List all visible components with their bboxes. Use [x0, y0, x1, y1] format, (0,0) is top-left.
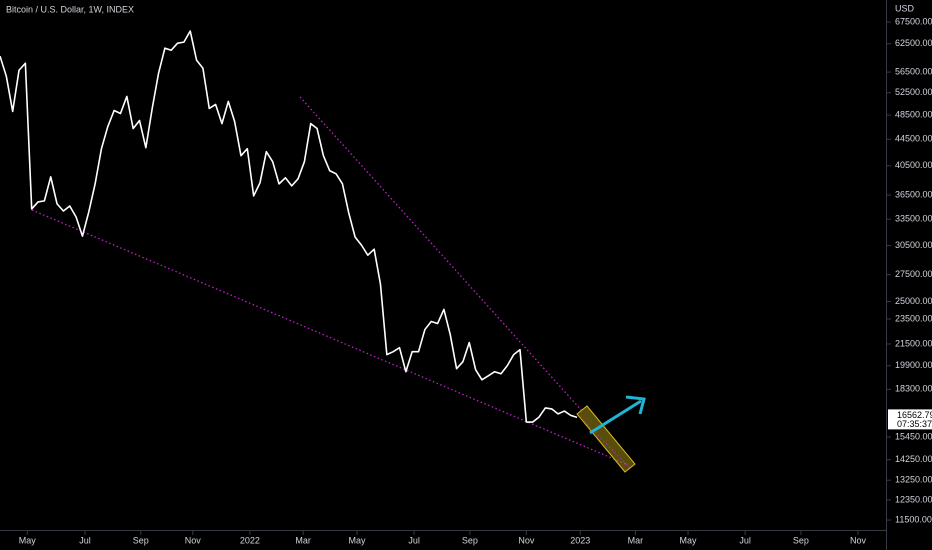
y-tick-label: 13250.00: [895, 475, 932, 485]
y-tick-label: 25000.00: [895, 296, 932, 306]
x-tick-label: 2023: [570, 535, 590, 545]
price-line: [0, 30, 578, 423]
y-tick-label: 67500.00: [895, 16, 932, 26]
x-tick-label: Sep: [462, 535, 478, 545]
x-tick-label: Jul: [739, 535, 751, 545]
y-tick-label: 12350.00: [895, 494, 932, 504]
y-tick-label: 21500.00: [895, 338, 932, 348]
x-tick-label: Sep: [133, 535, 149, 545]
y-tick-label: 19900.00: [895, 360, 932, 370]
arrow-head: [625, 395, 646, 415]
y-tick-label: 23500.00: [895, 313, 932, 323]
countdown-label: 07:35:37: [897, 419, 932, 429]
y-tick-label: 44500.00: [895, 134, 932, 144]
x-tick-label: May: [349, 535, 367, 545]
last-price-tag: [888, 409, 932, 430]
y-tick-label: 48500.00: [895, 109, 932, 119]
upper-trendline: [299, 96, 584, 413]
x-tick-label: Nov: [185, 535, 202, 545]
highlight-box: [576, 405, 636, 473]
x-tick-label: Nov: [518, 535, 535, 545]
y-tick-label: 18300.00: [895, 384, 932, 394]
y-tick-label: 14250.00: [895, 454, 932, 464]
x-tick-label: Jul: [408, 535, 420, 545]
x-tick-label: Jul: [79, 535, 91, 545]
last-price-label: 16562.79: [897, 410, 932, 420]
y-tick-label: 62500.00: [895, 38, 932, 48]
y-tick-label: 56500.00: [895, 66, 932, 76]
x-tick-label: Mar: [628, 535, 644, 545]
y-tick-label: 11500.00: [895, 514, 932, 524]
y-tick-label: 36500.00: [895, 189, 932, 199]
y-tick-label: 33500.00: [895, 214, 932, 224]
arrow-shaft: [589, 399, 642, 435]
x-tick-label: May: [680, 535, 698, 545]
y-tick-label: 27500.00: [895, 269, 932, 279]
x-tick-label: 2022: [240, 535, 260, 545]
x-tick-label: Nov: [850, 535, 867, 545]
x-tick-label: Sep: [793, 535, 809, 545]
chart-title: Bitcoin / U.S. Dollar, 1W, INDEX: [6, 4, 134, 14]
y-axis-label: USD: [895, 3, 915, 13]
y-tick-label: 30500.00: [895, 240, 932, 250]
x-tick-label: Mar: [295, 535, 311, 545]
y-tick-label: 52500.00: [895, 87, 932, 97]
y-tick-label: 15450.00: [895, 431, 932, 441]
x-tick-label: May: [19, 535, 37, 545]
y-tick-label: 40500.00: [895, 160, 932, 170]
